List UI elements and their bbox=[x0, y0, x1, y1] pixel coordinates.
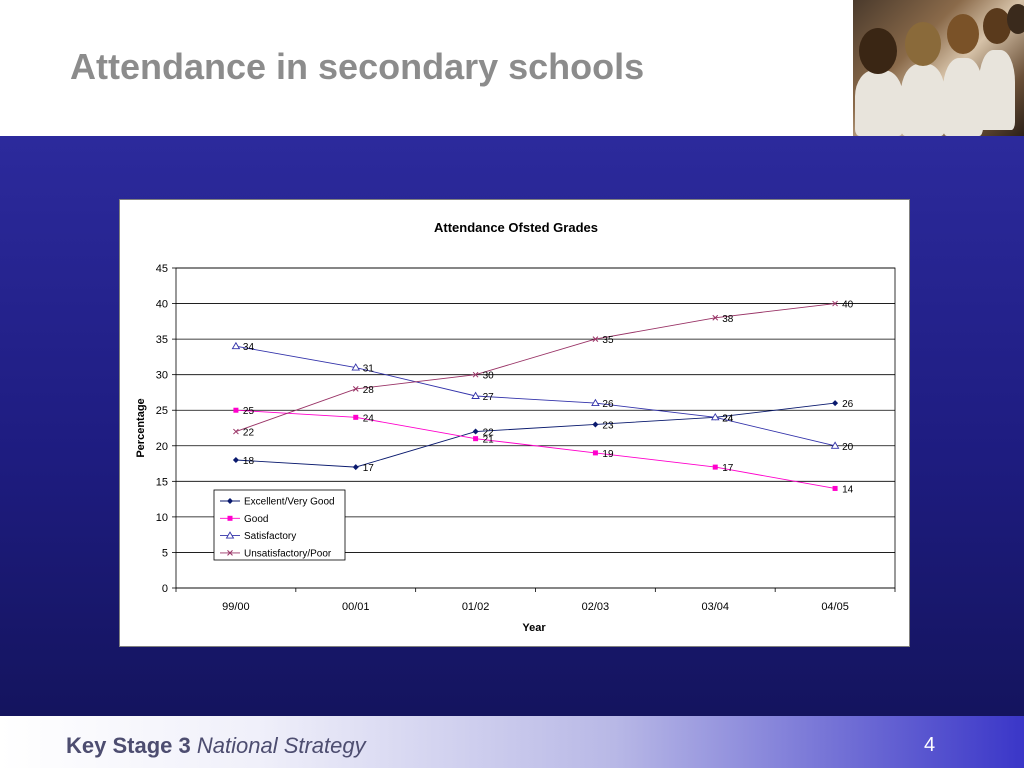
legend bbox=[213, 489, 346, 561]
data-label: 38 bbox=[722, 314, 734, 325]
data-label: 28 bbox=[363, 385, 375, 396]
y-tick-label: 20 bbox=[156, 441, 168, 453]
data-label: 24 bbox=[722, 413, 734, 424]
chart-panel: Attendance Ofsted Grades 0 5 10 15 20 25 30 35 40… bbox=[119, 199, 910, 647]
data-label: 18 bbox=[243, 456, 255, 467]
data-label: 24 bbox=[363, 413, 375, 424]
y-tick-label: 0 bbox=[162, 583, 168, 595]
y-tick-label: 40 bbox=[156, 299, 168, 311]
legend-label: Excellent/Very Good bbox=[244, 497, 335, 508]
y-tick-label: 15 bbox=[156, 476, 168, 488]
series-line bbox=[235, 402, 836, 468]
data-point bbox=[472, 371, 479, 378]
data-label: 35 bbox=[602, 335, 614, 346]
students-photo bbox=[853, 0, 1024, 136]
data-label: 22 bbox=[243, 428, 255, 439]
footer-brand-bold: Key Stage 3 bbox=[66, 733, 191, 758]
data-label: 17 bbox=[722, 463, 734, 474]
x-tick-label: 02/03 bbox=[582, 601, 610, 613]
data-label: 30 bbox=[483, 371, 495, 382]
data-point bbox=[830, 441, 840, 449]
data-point bbox=[233, 428, 239, 435]
data-point bbox=[352, 464, 359, 471]
legend-marker bbox=[227, 550, 233, 556]
data-label: 17 bbox=[363, 463, 375, 474]
y-tick-label: 5 bbox=[162, 547, 168, 559]
y-tick-label: 35 bbox=[156, 334, 168, 346]
data-label: 21 bbox=[483, 435, 495, 446]
data-point bbox=[712, 314, 719, 321]
y-axis-label: Percentage bbox=[135, 398, 147, 457]
data-point bbox=[471, 391, 480, 399]
data-point bbox=[832, 300, 838, 307]
data-label: 34 bbox=[243, 342, 255, 353]
page-number: 4 bbox=[924, 734, 936, 756]
x-tick-label: 03/04 bbox=[701, 601, 729, 613]
data-point bbox=[473, 436, 479, 442]
slide-header: Attendance in secondary schools bbox=[0, 0, 1024, 136]
data-label: 24 bbox=[722, 413, 734, 424]
legend-label: Good bbox=[244, 514, 268, 525]
slide-title: Attendance in secondary schools bbox=[70, 46, 645, 87]
data-label: 27 bbox=[483, 392, 495, 403]
y-tick-label: 45 bbox=[156, 263, 168, 275]
x-tick-label: 01/02 bbox=[462, 601, 490, 613]
legend-marker bbox=[227, 515, 233, 521]
x-tick-label: 04/05 bbox=[821, 601, 849, 613]
data-label: 26 bbox=[602, 399, 614, 410]
data-point bbox=[592, 336, 599, 342]
legend-marker bbox=[225, 531, 235, 539]
data-label: 23 bbox=[602, 420, 614, 431]
data-point bbox=[592, 450, 598, 456]
data-point bbox=[832, 485, 838, 491]
data-point bbox=[352, 386, 359, 392]
footer-brand-italic: National Strategy bbox=[196, 733, 366, 758]
data-point bbox=[712, 464, 718, 470]
data-label: 31 bbox=[363, 364, 375, 375]
data-point bbox=[472, 428, 479, 435]
data-point bbox=[832, 400, 839, 407]
data-point bbox=[232, 457, 239, 463]
legend-label: Unsatisfactory/Poor bbox=[244, 548, 332, 559]
line-chart: Attendance Ofsted Grades 0 5 10 15 20 25 30 35 40… bbox=[135, 220, 896, 634]
chart-title: Attendance Ofsted Grades bbox=[434, 220, 598, 235]
data-label: 14 bbox=[842, 484, 854, 495]
data-point bbox=[233, 407, 239, 413]
y-tick-label: 30 bbox=[156, 370, 168, 382]
data-point bbox=[351, 363, 361, 371]
series-line bbox=[235, 345, 836, 447]
data-point bbox=[591, 398, 600, 407]
data-point bbox=[592, 421, 599, 428]
series-line bbox=[235, 409, 836, 489]
series-line bbox=[235, 303, 836, 432]
data-point bbox=[353, 414, 359, 420]
x-tick-label: 99/00 bbox=[222, 601, 250, 613]
legend-marker bbox=[227, 498, 233, 504]
x-tick-label: 00/01 bbox=[342, 601, 370, 613]
legend-label: Satisfactory bbox=[244, 531, 296, 542]
slide-footer bbox=[0, 716, 1024, 768]
y-tick-label: 10 bbox=[156, 512, 168, 524]
data-label: 26 bbox=[842, 399, 854, 410]
data-point bbox=[710, 412, 720, 421]
y-tick-label: 25 bbox=[156, 405, 168, 417]
footer-brand: Key Stage 3 National Strategy bbox=[66, 733, 366, 759]
data-label: 40 bbox=[842, 300, 854, 311]
data-point bbox=[231, 341, 241, 350]
data-label: 19 bbox=[602, 449, 614, 460]
data-label: 22 bbox=[483, 428, 495, 439]
data-label: 25 bbox=[243, 406, 255, 417]
x-axis-label: Year bbox=[522, 622, 546, 634]
data-label: 20 bbox=[842, 442, 854, 453]
